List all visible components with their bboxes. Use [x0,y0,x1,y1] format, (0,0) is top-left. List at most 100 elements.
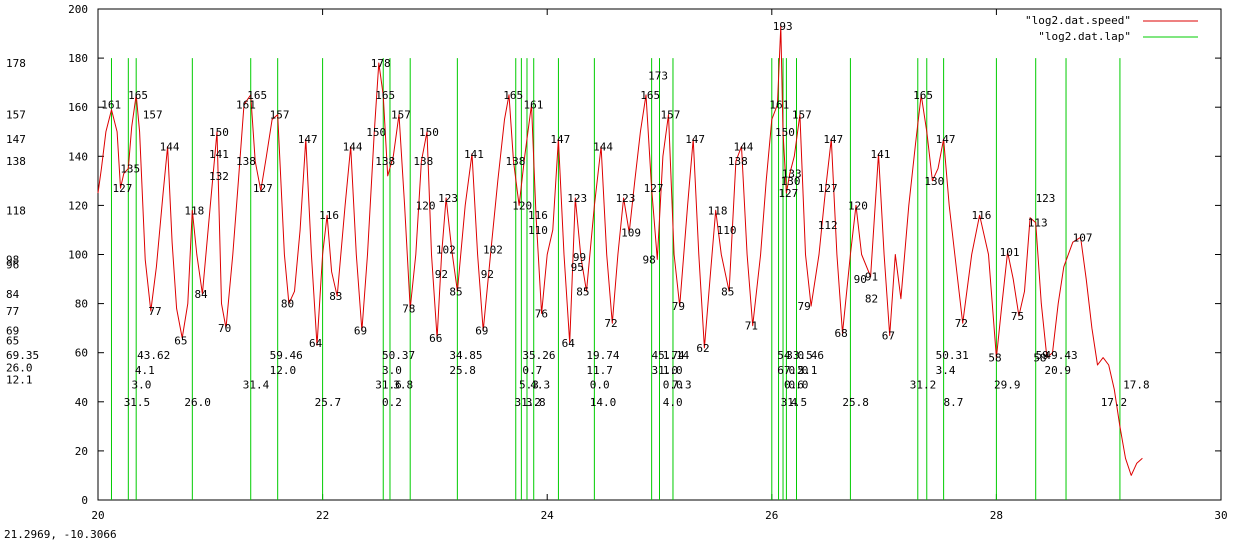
data-label: 31.2 [514,396,541,409]
data-label: 161 [769,99,789,112]
y-tick-label: 120 [68,199,88,212]
data-label: 130 [781,175,801,188]
data-label: 3.0 [132,379,152,392]
data-label: 127 [253,182,273,195]
data-label: 83 [329,290,342,303]
data-label: 19.74 [586,349,619,362]
margin-label: 69 [6,325,19,338]
data-label: 0.46 [797,349,824,362]
data-label: 1.0 [663,364,683,377]
data-label: 0.0 [789,364,809,377]
data-label: 0.0 [590,379,610,392]
data-labels: 1611271351651577714465118841501411327016… [101,20,1149,409]
data-label: 67 [882,330,895,343]
data-label: 161 [236,99,256,112]
data-label: 90 [854,273,867,286]
data-label: 157 [143,109,163,122]
data-label: 66 [429,332,442,345]
data-label: 144 [160,140,180,153]
data-label: 165 [128,89,148,102]
data-label: 0.0 [789,379,809,392]
data-label: 8.7 [943,396,963,409]
x-tick-label: 28 [990,509,1003,522]
data-label: 144 [343,140,363,153]
data-label: 147 [685,133,705,146]
data-label: 133 [782,167,802,180]
data-label: 3.8 [526,396,546,409]
data-label: 123 [438,192,458,205]
data-label: 62 [696,342,709,355]
data-label: 26.0 [184,396,211,409]
data-label: 118 [708,204,728,217]
data-label: 31.5 [124,396,151,409]
data-label: 127 [818,182,838,195]
speed-series [97,25,1143,476]
data-label: 165 [247,89,267,102]
data-label: 147 [936,133,956,146]
data-label: 141 [870,148,890,161]
data-label: 43.62 [137,349,170,362]
data-label: 150 [366,126,386,139]
data-label: 25.8 [449,364,476,377]
data-label: 3.8 [393,379,413,392]
data-label: 20.9 [1045,364,1072,377]
y-tick-label: 200 [68,3,88,16]
data-label: 141 [209,148,229,161]
data-label: 161 [523,99,543,112]
data-label: 138 [375,155,395,168]
data-label: 17.8 [1123,379,1150,392]
data-label: 150 [419,126,439,139]
data-label: 147 [298,133,318,146]
data-label: 67.2 [777,364,804,377]
margin-label: 96 [6,258,19,271]
margin-label: 69.35 [6,349,39,362]
data-label: 92 [481,268,494,281]
data-label: 109 [621,226,641,239]
margin-label: 118 [6,204,26,217]
mouse-coordinates-readout: 21.2969, -10.3066 [4,528,117,541]
data-label: 165 [913,89,933,102]
data-label: 59.46 [270,349,303,362]
data-label: 116 [319,209,339,222]
data-label: 144 [733,140,753,153]
y-tick-label: 180 [68,52,88,65]
data-label: 112 [818,219,838,232]
data-label: 79 [797,300,810,313]
data-label: 79 [672,300,685,313]
data-label: 70 [218,322,231,335]
data-label: 49.43 [1045,349,1078,362]
data-label: 50.31 [936,349,969,362]
data-label: 98 [643,253,656,266]
y-tick-label: 80 [75,298,88,311]
data-label: 165 [503,89,523,102]
data-label: 82 [865,293,878,306]
data-label: 5.1 [797,364,817,377]
data-label: 193 [773,20,793,33]
data-label: 141 [464,148,484,161]
data-label: 78 [402,303,415,316]
data-label: 135 [120,163,140,176]
data-label: 165 [640,89,660,102]
legend-label-speed: "log2.dat.speed" [1025,14,1131,27]
margin-label: 157 [6,109,26,122]
data-label: 173 [648,69,668,82]
data-label: 58 [1033,352,1046,365]
y-tick-label: 100 [68,249,88,262]
data-label: 123 [616,192,636,205]
data-label: 65 [174,334,187,347]
data-label: 45.74 [652,349,685,362]
data-label: 138 [236,155,256,168]
data-label: 69 [354,325,367,338]
data-label: 17.2 [1101,396,1128,409]
data-label: 157 [660,109,680,122]
data-label: 118 [184,204,204,217]
data-label: 157 [270,109,290,122]
data-label: 116 [528,209,548,222]
data-label: 72 [955,317,968,330]
y-tick-label: 40 [75,396,88,409]
data-label: 85 [576,285,589,298]
data-label: 150 [775,126,795,139]
data-label: 84 [194,288,208,301]
margin-label: 98 [6,253,19,266]
